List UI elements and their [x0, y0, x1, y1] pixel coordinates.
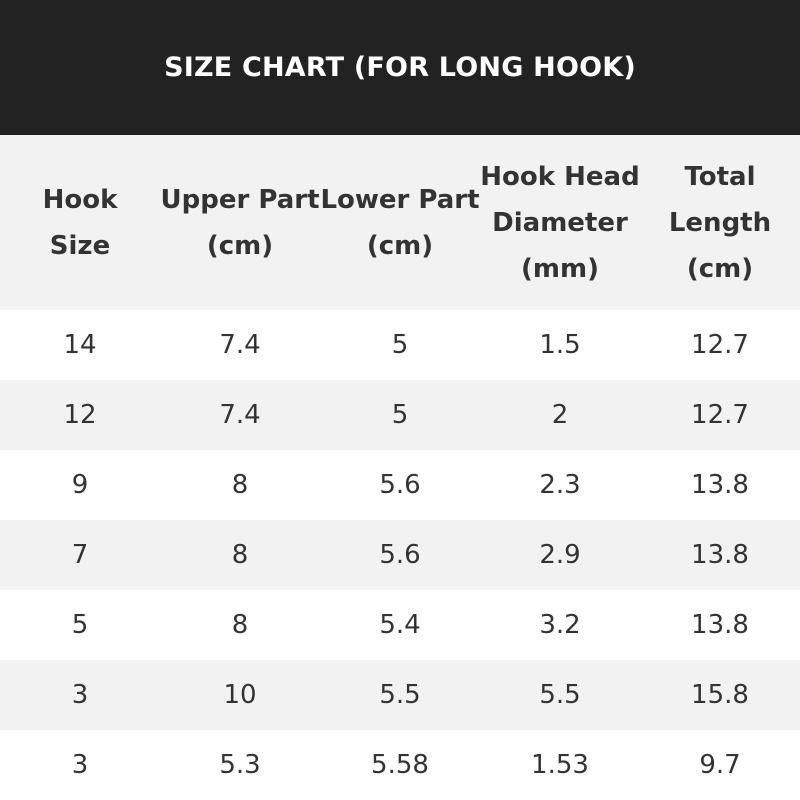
- cell-upper-part: 8: [231, 610, 249, 640]
- cell-head-diameter: 2.9: [480, 520, 640, 590]
- table-row: 3 5.3 5.58 1.53 9.7: [0, 730, 800, 800]
- cell-hook-size: 14: [63, 330, 97, 360]
- cell-upper-part: 7.4: [219, 330, 261, 360]
- table-row: 7 8 5.6 2.9 13.8: [0, 520, 800, 590]
- table-row: 12 7.4 5 2 12.7: [0, 380, 800, 450]
- cell-total-length: 13.8: [691, 610, 749, 640]
- cell-hook-size: 7: [0, 520, 160, 590]
- header-upper-part: Upper Part (cm): [160, 135, 320, 310]
- cell-lower-part: 5.58: [371, 750, 429, 780]
- cell-lower-part: 5.6: [379, 470, 421, 500]
- cell-lower-part: 5.5: [320, 660, 480, 730]
- cell-head-diameter: 2.3: [539, 470, 581, 500]
- cell-lower-part: 5.4: [379, 610, 421, 640]
- cell-upper-part: 5.3: [219, 750, 261, 780]
- size-table: Hook Size Upper Part (cm) Lower Part (cm…: [0, 135, 800, 800]
- cell-head-diameter: 1.53: [531, 750, 589, 780]
- cell-head-diameter: 3.2: [539, 610, 581, 640]
- table-row: 9 8 5.6 2.3 13.8: [0, 450, 800, 520]
- cell-total-length: 9.7: [699, 750, 741, 780]
- cell-total-length: 13.8: [640, 520, 800, 590]
- cell-head-diameter: 1.5: [539, 330, 581, 360]
- header-total-length: Total Length (cm): [640, 135, 800, 310]
- cell-upper-part: 10: [160, 660, 320, 730]
- cell-lower-part: 5: [391, 330, 409, 360]
- cell-total-length: 15.8: [640, 660, 800, 730]
- cell-hook-size: 3: [0, 660, 160, 730]
- header-lower-part: Lower Part (cm): [320, 135, 480, 310]
- cell-hook-size: 3: [71, 750, 89, 780]
- cell-lower-part: 5: [320, 380, 480, 450]
- table-row: 5 8 5.4 3.2 13.8: [0, 590, 800, 660]
- table-row: 3 10 5.5 5.5 15.8: [0, 660, 800, 730]
- cell-total-length: 12.7: [691, 330, 749, 360]
- cell-upper-part: 8: [160, 520, 320, 590]
- cell-lower-part: 5.6: [320, 520, 480, 590]
- cell-total-length: 13.8: [691, 470, 749, 500]
- cell-upper-part: 8: [231, 470, 249, 500]
- cell-total-length: 12.7: [640, 380, 800, 450]
- cell-head-diameter: 5.5: [480, 660, 640, 730]
- header-hook-size: Hook Size: [0, 135, 160, 310]
- table-header-row: Hook Size Upper Part (cm) Lower Part (cm…: [0, 135, 800, 310]
- cell-upper-part: 7.4: [160, 380, 320, 450]
- table-row: 14 7.4 5 1.5 12.7: [0, 310, 800, 380]
- cell-head-diameter: 2: [480, 380, 640, 450]
- cell-hook-size: 9: [71, 470, 89, 500]
- header-hook-head-diameter: Hook Head Diameter (mm): [480, 135, 640, 310]
- size-chart-title: SIZE CHART (FOR LONG HOOK): [0, 0, 800, 135]
- cell-hook-size: 12: [0, 380, 160, 450]
- cell-hook-size: 5: [71, 610, 89, 640]
